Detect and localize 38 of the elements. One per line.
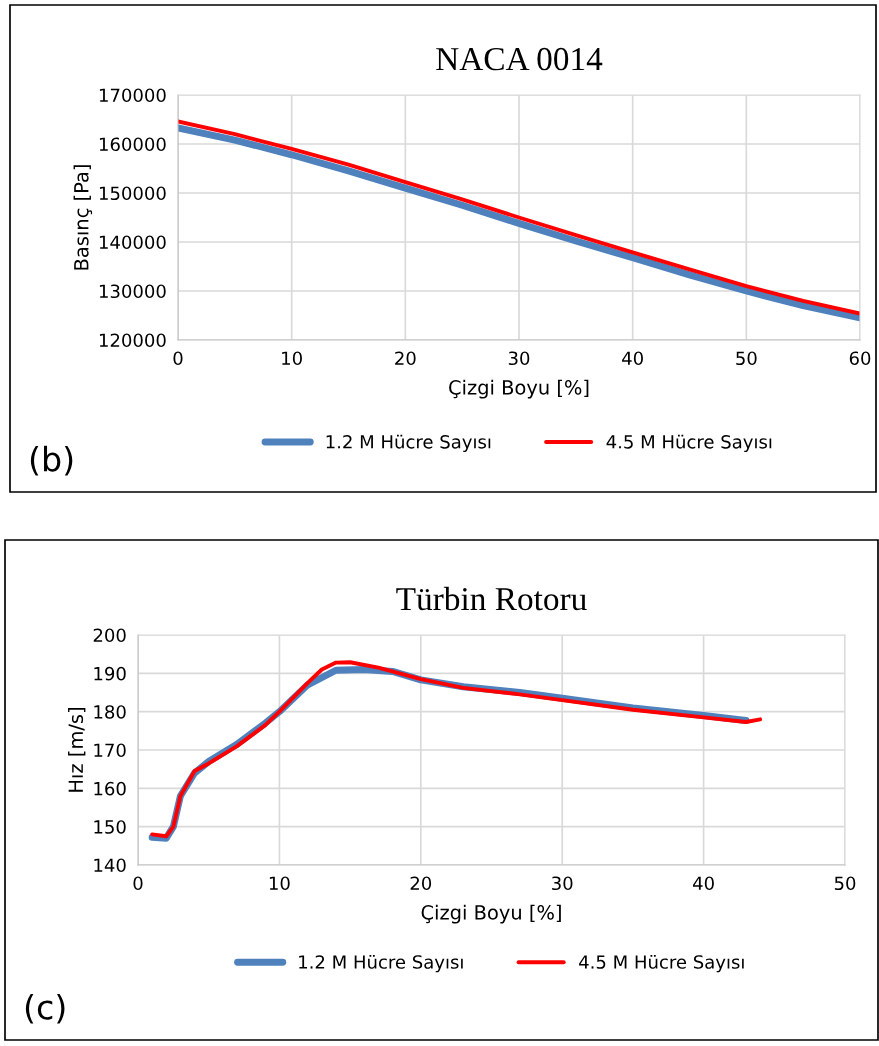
y-tick-label: 170000 [99, 88, 166, 103]
y-tick-label: 200 [93, 628, 126, 643]
legend-label: 4.5 M Hücre Sayısı [579, 954, 744, 973]
legend-label: 1.2 M Hücre Sayısı [299, 954, 463, 973]
y-tick-label: 160 [94, 781, 126, 796]
x-tick-label: 30 [508, 351, 530, 366]
x-tick-label: 10 [269, 876, 290, 891]
y-axis-title: Hız [m/s] [68, 708, 86, 792]
y-tick-label: 180 [94, 705, 126, 719]
y-axis-title: Basınç [Pa] [73, 165, 93, 270]
chart-title: NACA 0014 [436, 47, 603, 71]
y-tick-label: 160000 [99, 137, 166, 152]
x-axis-title: Çizgi Boyu [%] [421, 904, 561, 924]
x-tick-label: 40 [622, 351, 643, 366]
x-tick-label: 0 [133, 876, 143, 891]
legend-label: 1.2 M Hücre Sayısı [326, 434, 491, 453]
x-tick-label: 50 [834, 876, 856, 891]
y-tick-label: 120000 [99, 333, 166, 348]
text: (b) [30, 445, 73, 476]
x-tick-label: 0 [173, 351, 183, 366]
y-tick-label: 140000 [99, 235, 166, 250]
y-tick-label: 190 [94, 666, 126, 681]
y-tick-label: 130000 [99, 284, 166, 299]
x-tick-label: 20 [395, 351, 416, 366]
x-tick-label: 20 [410, 876, 432, 891]
y-tick-label: 150000 [99, 186, 166, 201]
x-tick-label: 30 [552, 876, 573, 891]
x-tick-label: 40 [693, 876, 714, 891]
x-tick-label: 60 [849, 351, 871, 366]
x-axis-title: Çizgi Boyu [%] [449, 379, 589, 399]
chart-title: Türbin Rotoru [396, 586, 587, 611]
y-tick-label: 170 [94, 743, 126, 758]
x-tick-label: 50 [736, 351, 757, 366]
text: (c) [25, 993, 65, 1024]
y-tick-label: 140 [94, 858, 126, 873]
x-tick-label: 10 [282, 351, 302, 366]
y-tick-label: 150 [94, 820, 126, 834]
legend-label: 4.5 M Hücre Sayısı [606, 434, 772, 453]
